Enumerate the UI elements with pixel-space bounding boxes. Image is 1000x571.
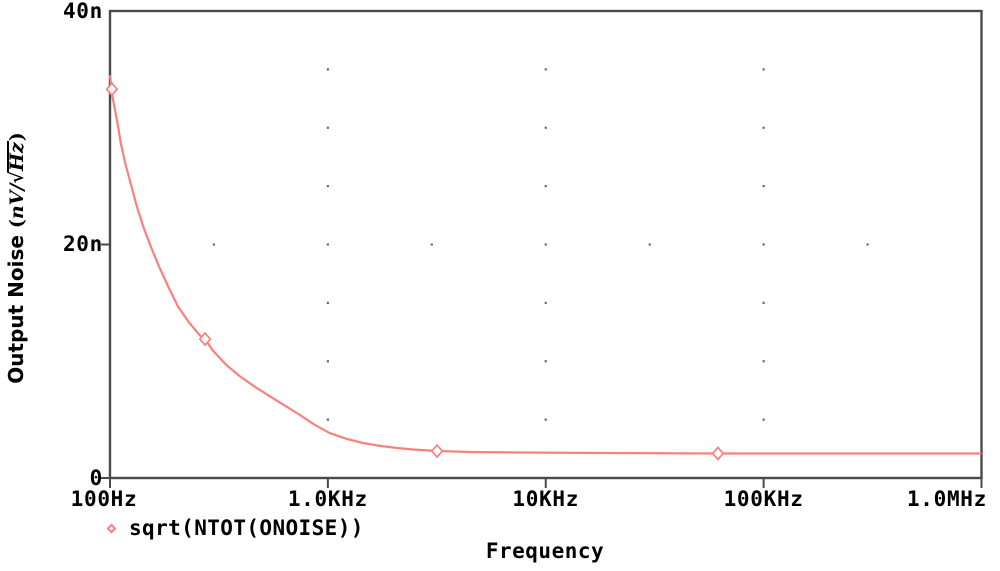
grid-dot	[762, 126, 765, 129]
y-axis-unit-slash: /	[6, 183, 28, 191]
grid-dot	[544, 301, 547, 304]
grid-dot	[544, 185, 547, 188]
y-tick-label: 40n	[62, 0, 103, 23]
y-tick-label: 20n	[62, 232, 103, 256]
grid-dot	[326, 185, 329, 188]
x-tick-label: 100KHz	[723, 487, 804, 511]
y-axis-title: Output Noise (nV/√Hz)	[3, 123, 29, 393]
grid-dot	[762, 185, 765, 188]
grid-dot	[544, 126, 547, 129]
grid-dot	[544, 360, 547, 363]
trace-diamond-icon	[106, 523, 117, 533]
grid-dot	[762, 68, 765, 71]
y-axis-close-paren: )	[6, 132, 28, 142]
x-tick-label: 100Hz	[70, 487, 138, 511]
grid-dot	[648, 243, 651, 246]
y-tick-label: 0	[89, 465, 103, 490]
data-point-marker	[711, 446, 725, 461]
grid-dot	[326, 418, 329, 421]
y-axis-unit-denominator: Hz	[6, 141, 28, 173]
data-point-marker	[430, 443, 444, 459]
grid-dot	[212, 243, 216, 246]
grid-dot	[762, 301, 765, 304]
y-axis-title-text: Output Noise	[4, 228, 28, 384]
grid-dot	[544, 243, 547, 246]
y-axis-unit-numerator: nV	[6, 190, 28, 220]
grid-dot	[762, 418, 765, 421]
grid-dot	[866, 243, 869, 246]
y-axis-open-paren: (	[6, 219, 28, 229]
legend-trace-name[interactable]: sqrt(NTOT(ONOISE))	[129, 516, 364, 540]
grid-dot	[430, 243, 433, 246]
grid-dot	[326, 360, 329, 363]
sqrt-radical-icon: √	[6, 171, 28, 184]
legend[interactable]: sqrt(NTOT(ONOISE))	[104, 516, 364, 540]
noise-trace	[108, 75, 982, 455]
x-tick-label: 1.0MHz	[906, 487, 987, 511]
grid-dot	[326, 68, 329, 71]
data-point-marker	[105, 81, 119, 97]
grid-dot	[326, 243, 329, 246]
grid-dot	[544, 68, 547, 71]
x-tick-label: 10KHz	[512, 487, 580, 511]
data-point-marker	[198, 331, 212, 347]
x-tick-label: 1.0KHz	[287, 487, 368, 511]
x-axis-title: Frequency	[485, 539, 605, 563]
grid-dot	[544, 418, 547, 421]
grid-dot	[326, 301, 329, 304]
grid-dot	[762, 243, 765, 246]
grid-dot	[762, 360, 765, 363]
grid-dot	[326, 126, 329, 129]
